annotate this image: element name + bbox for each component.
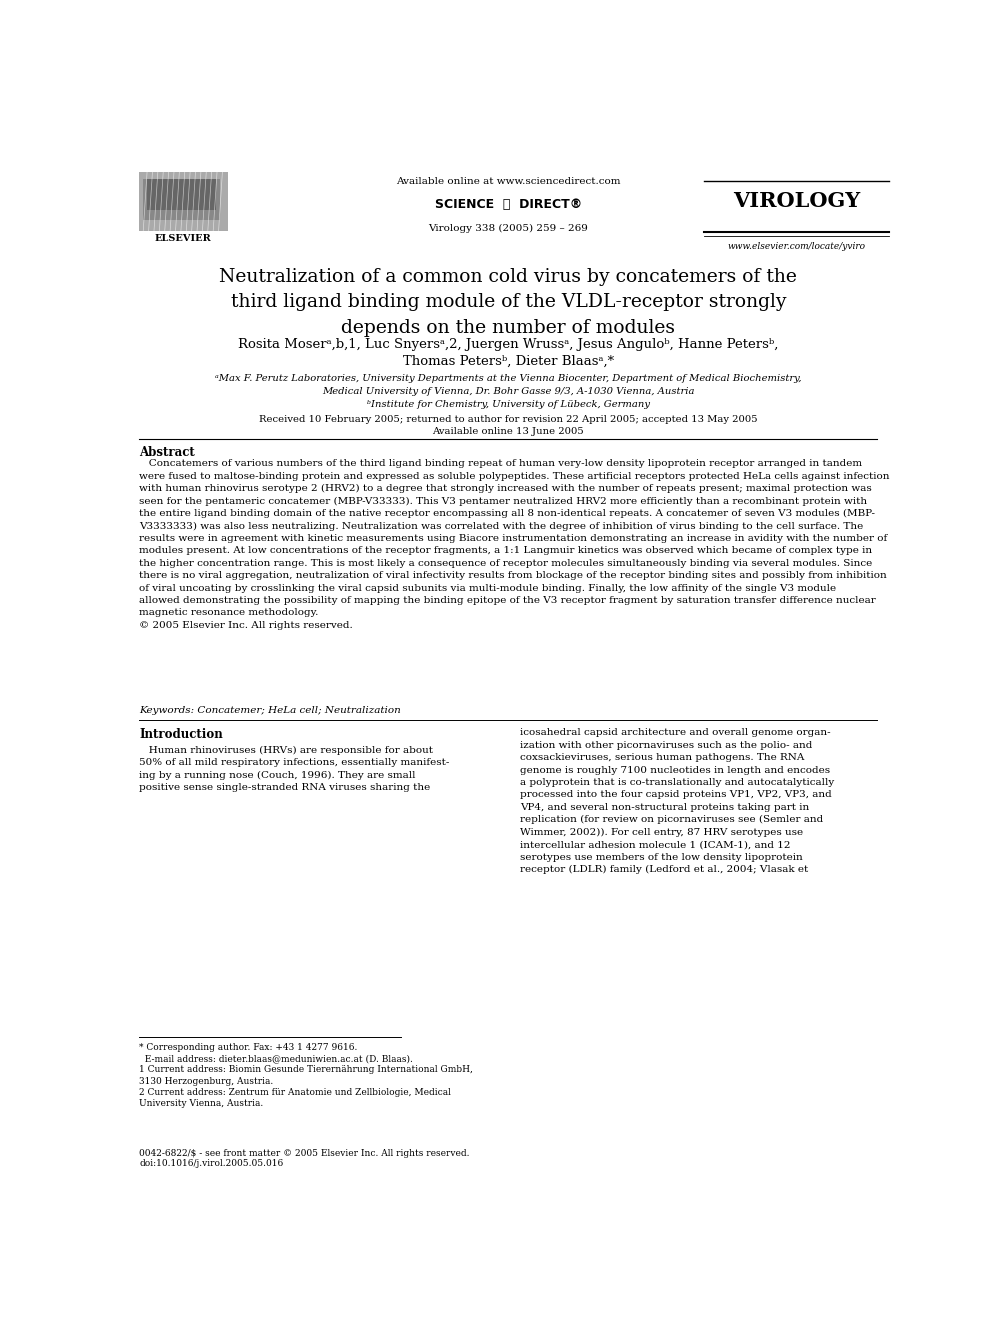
Text: seen for the pentameric concatemer (MBP-V33333). This V3 pentamer neutralized HR: seen for the pentameric concatemer (MBP-… <box>139 496 867 505</box>
Text: 1 Current address: Biomin Gesunde Tierernährung International GmbH,: 1 Current address: Biomin Gesunde Tierer… <box>139 1065 473 1074</box>
Text: ing by a running nose (Couch, 1996). They are small: ing by a running nose (Couch, 1996). The… <box>139 770 416 779</box>
Text: of viral uncoating by crosslinking the viral capsid subunits via multi-module bi: of viral uncoating by crosslinking the v… <box>139 583 836 593</box>
Text: E-mail address: dieter.blaas@meduniwien.ac.at (D. Blaas).: E-mail address: dieter.blaas@meduniwien.… <box>139 1054 414 1064</box>
Text: results were in agreement with kinetic measurements using Biacore instrumentatio: results were in agreement with kinetic m… <box>139 534 888 542</box>
Text: replication (for review on picornaviruses see (Semler and: replication (for review on picornaviruse… <box>520 815 823 824</box>
Bar <box>143 179 220 220</box>
Text: 0042-6822/$ - see front matter © 2005 Elsevier Inc. All rights reserved.: 0042-6822/$ - see front matter © 2005 El… <box>139 1148 470 1158</box>
Text: Available online 13 June 2005: Available online 13 June 2005 <box>433 427 584 435</box>
Text: coxsackieviruses, serious human pathogens. The RNA: coxsackieviruses, serious human pathogen… <box>520 753 805 762</box>
Text: V3333333) was also less neutralizing. Neutralization was correlated with the deg: V3333333) was also less neutralizing. Ne… <box>139 521 864 531</box>
Text: ᵃMax F. Perutz Laboratories, University Departments at the Vienna Biocenter, Dep: ᵃMax F. Perutz Laboratories, University … <box>215 373 802 382</box>
Text: were fused to maltose-binding protein and expressed as soluble polypeptides. The: were fused to maltose-binding protein an… <box>139 472 890 480</box>
Text: Wimmer, 2002)). For cell entry, 87 HRV serotypes use: Wimmer, 2002)). For cell entry, 87 HRV s… <box>520 828 804 836</box>
Text: www.elsevier.com/locate/yviro: www.elsevier.com/locate/yviro <box>728 242 866 251</box>
Text: magnetic resonance methodology.: magnetic resonance methodology. <box>139 609 318 618</box>
Text: Human rhinoviruses (HRVs) are responsible for about: Human rhinoviruses (HRVs) are responsibl… <box>139 746 434 754</box>
Bar <box>147 179 216 209</box>
Text: VIROLOGY: VIROLOGY <box>733 192 860 212</box>
Text: icosahedral capsid architecture and overall genome organ-: icosahedral capsid architecture and over… <box>520 728 830 737</box>
Text: genome is roughly 7100 nucleotides in length and encodes: genome is roughly 7100 nucleotides in le… <box>520 766 830 774</box>
Text: with human rhinovirus serotype 2 (HRV2) to a degree that strongly increased with: with human rhinovirus serotype 2 (HRV2) … <box>139 484 872 493</box>
Text: SCIENCE  ⓓ  DIRECT®: SCIENCE ⓓ DIRECT® <box>434 198 582 212</box>
Text: there is no viral aggregation, neutralization of viral infectivity results from : there is no viral aggregation, neutraliz… <box>139 572 887 579</box>
Text: 2 Current address: Zentrum für Anatomie und Zellbiologie, Medical: 2 Current address: Zentrum für Anatomie … <box>139 1088 451 1097</box>
Text: allowed demonstrating the possibility of mapping the binding epitope of the V3 r: allowed demonstrating the possibility of… <box>139 595 876 605</box>
Text: Introduction: Introduction <box>139 728 223 741</box>
Text: VP4, and several non-structural proteins taking part in: VP4, and several non-structural proteins… <box>520 803 809 812</box>
Text: processed into the four capsid proteins VP1, VP2, VP3, and: processed into the four capsid proteins … <box>520 790 831 799</box>
Text: © 2005 Elsevier Inc. All rights reserved.: © 2005 Elsevier Inc. All rights reserved… <box>139 620 353 630</box>
Text: ization with other picornaviruses such as the polio- and: ization with other picornaviruses such a… <box>520 741 812 750</box>
Text: the entire ligand binding domain of the native receptor encompassing all 8 non-i: the entire ligand binding domain of the … <box>139 509 875 519</box>
Text: Thomas Petersᵇ, Dieter Blaasᵃ,*: Thomas Petersᵇ, Dieter Blaasᵃ,* <box>403 355 614 368</box>
Text: positive sense single-stranded RNA viruses sharing the: positive sense single-stranded RNA virus… <box>139 783 431 792</box>
Bar <box>139 172 228 232</box>
Text: * Corresponding author. Fax: +43 1 4277 9616.: * Corresponding author. Fax: +43 1 4277 … <box>139 1043 358 1052</box>
Text: Rosita Moserᵃ,b,1, Luc Snyersᵃ,2, Juergen Wrussᵃ, Jesus Anguloᵇ, Hanne Petersᵇ,: Rosita Moserᵃ,b,1, Luc Snyersᵃ,2, Juerge… <box>238 339 779 351</box>
Text: Available online at www.sciencedirect.com: Available online at www.sciencedirect.co… <box>396 177 621 187</box>
Text: ᵇInstitute for Chemistry, University of Lübeck, Germany: ᵇInstitute for Chemistry, University of … <box>367 400 650 409</box>
Text: a polyprotein that is co-translationally and autocatalytically: a polyprotein that is co-translationally… <box>520 778 834 787</box>
Text: serotypes use members of the low density lipoprotein: serotypes use members of the low density… <box>520 852 803 861</box>
Text: the higher concentration range. This is most likely a consequence of receptor mo: the higher concentration range. This is … <box>139 558 873 568</box>
Text: University Vienna, Austria.: University Vienna, Austria. <box>139 1099 264 1109</box>
Text: intercellular adhesion molecule 1 (ICAM-1), and 12: intercellular adhesion molecule 1 (ICAM-… <box>520 840 791 849</box>
Text: Virology 338 (2005) 259 – 269: Virology 338 (2005) 259 – 269 <box>429 224 588 233</box>
Text: Concatemers of various numbers of the third ligand binding repeat of human very-: Concatemers of various numbers of the th… <box>139 459 862 468</box>
Text: Abstract: Abstract <box>139 446 195 459</box>
Text: Received 10 February 2005; returned to author for revision 22 April 2005; accept: Received 10 February 2005; returned to a… <box>259 415 758 425</box>
Text: ELSEVIER: ELSEVIER <box>155 234 211 243</box>
Text: Neutralization of a common cold virus by concatemers of the
third ligand binding: Neutralization of a common cold virus by… <box>219 267 798 337</box>
Text: receptor (LDLR) family (Ledford et al., 2004; Vlasak et: receptor (LDLR) family (Ledford et al., … <box>520 865 808 875</box>
Text: 50% of all mild respiratory infections, essentially manifest-: 50% of all mild respiratory infections, … <box>139 758 449 767</box>
Text: modules present. At low concentrations of the receptor fragments, a 1:1 Langmuir: modules present. At low concentrations o… <box>139 546 873 556</box>
Text: 3130 Herzogenburg, Austria.: 3130 Herzogenburg, Austria. <box>139 1077 274 1086</box>
Text: Keywords: Concatemer; HeLa cell; Neutralization: Keywords: Concatemer; HeLa cell; Neutral… <box>139 705 401 714</box>
Text: Medical University of Vienna, Dr. Bohr Gasse 9/3, A-1030 Vienna, Austria: Medical University of Vienna, Dr. Bohr G… <box>322 386 694 396</box>
Text: doi:10.1016/j.virol.2005.05.016: doi:10.1016/j.virol.2005.05.016 <box>139 1159 284 1168</box>
